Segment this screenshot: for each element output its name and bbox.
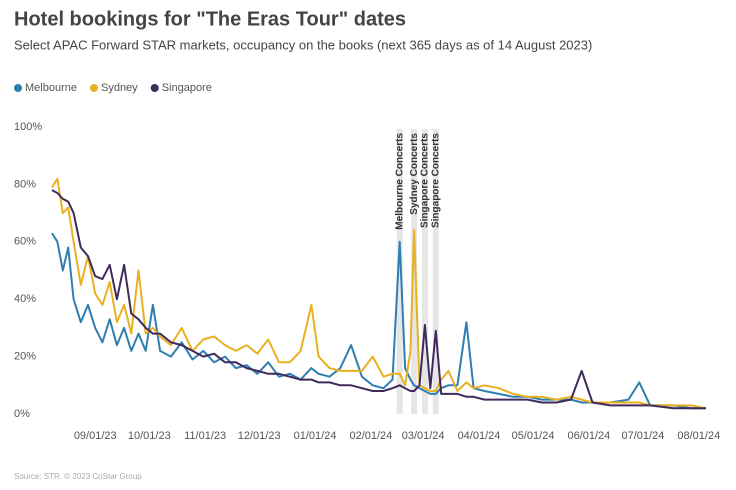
y-tick-label: 100% <box>14 121 42 133</box>
x-tick-label: 03/01/24 <box>402 430 445 442</box>
concert-label: Singapore Concerts <box>420 133 431 228</box>
concert-label: Singapore Concerts <box>430 133 441 228</box>
chart-subtitle: Select APAC Forward STAR markets, occupa… <box>14 37 592 52</box>
concert-band <box>396 129 403 414</box>
x-tick-label: 09/01/23 <box>74 430 117 442</box>
concert-band <box>411 129 418 414</box>
y-tick-label: 60% <box>14 236 36 248</box>
series-line <box>51 189 706 410</box>
x-tick-label: 12/01/23 <box>238 430 281 442</box>
x-tick-label: 01/01/24 <box>294 430 337 442</box>
legend-label: Singapore <box>162 82 212 94</box>
series-line <box>51 232 706 410</box>
series-line <box>51 177 707 410</box>
concert-label: Melbourne Concerts <box>394 133 405 230</box>
x-tick-label: 05/01/24 <box>512 430 555 442</box>
x-tick-label: 07/01/24 <box>622 430 665 442</box>
y-tick-label: 40% <box>14 293 36 305</box>
x-tick-label: 04/01/24 <box>458 430 501 442</box>
source-note: Source: STR. © 2023 CoStar Group <box>14 472 142 481</box>
concert-band <box>421 129 428 414</box>
x-tick-label: 08/01/24 <box>677 430 720 442</box>
x-tick-label: 02/01/24 <box>349 430 392 442</box>
x-tick-label: 06/01/24 <box>567 430 610 442</box>
x-tick-label: 11/01/23 <box>184 430 226 442</box>
x-tick-label: 10/01/23 <box>128 430 171 442</box>
legend-label: Melbourne <box>25 82 77 94</box>
y-tick-label: 80% <box>14 178 36 190</box>
chart-title: Hotel bookings for "The Eras Tour" dates <box>14 8 406 30</box>
legend-swatch <box>89 84 98 92</box>
concert-label: Sydney Concerts <box>409 133 420 215</box>
legend-label: Sydney <box>101 82 138 94</box>
concert-band <box>432 129 439 414</box>
y-tick-label: 0% <box>14 408 30 420</box>
legend-swatch <box>14 84 22 92</box>
legend-swatch <box>150 84 159 92</box>
y-tick-label: 20% <box>14 351 36 363</box>
